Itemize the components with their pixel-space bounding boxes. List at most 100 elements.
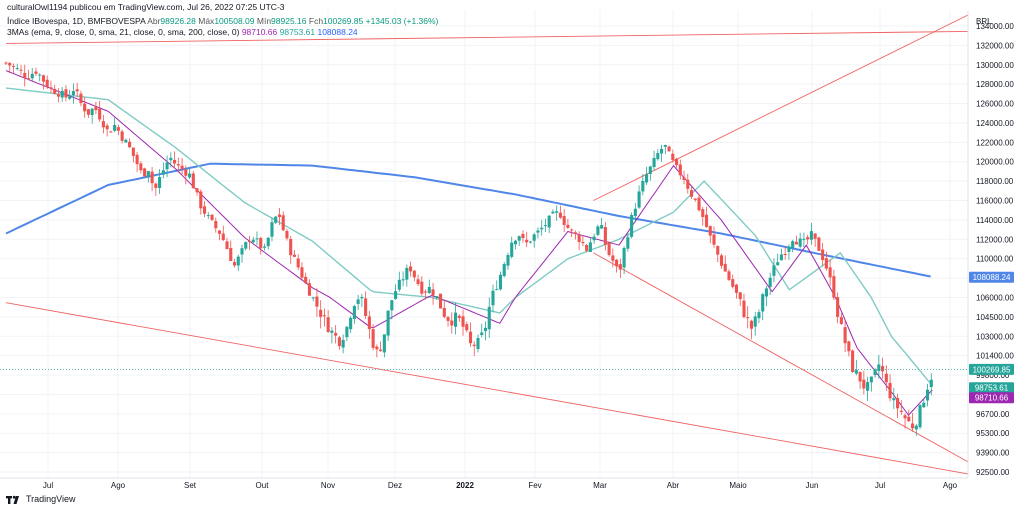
- trendline: [593, 14, 969, 201]
- candle: [98, 100, 102, 122]
- candle: [90, 107, 94, 124]
- candle: [866, 376, 870, 401]
- price-badge: 98753.61: [969, 382, 1014, 394]
- candle: [824, 251, 828, 271]
- symbol-text[interactable]: Índice IBovespa, 1D, BMFBOVESPA: [7, 16, 146, 26]
- candle: [173, 151, 177, 169]
- price-tick-label: 130000.00: [976, 61, 1014, 70]
- trendline: [5, 302, 969, 475]
- indicator-text[interactable]: 3MAs (ema, 9, close, 0, sma, 21, close, …: [7, 27, 240, 37]
- sma200-line: [5, 162, 931, 278]
- candle: [738, 292, 742, 307]
- price-tick-label: 124000.00: [976, 119, 1014, 128]
- candle: [367, 311, 371, 339]
- price-tick-label: 112000.00: [976, 235, 1014, 244]
- candle: [869, 376, 873, 392]
- candle: [322, 308, 326, 327]
- candle: [528, 240, 532, 244]
- candle: [498, 271, 503, 291]
- candle: [708, 225, 712, 244]
- candle: [603, 221, 607, 251]
- price-tick-label: 128000.00: [976, 80, 1014, 89]
- candle: [116, 124, 120, 136]
- candle: [326, 310, 330, 333]
- candle: [663, 144, 667, 155]
- svg-text:98710.66: 98710.66: [975, 394, 1009, 403]
- candle: [56, 88, 60, 103]
- candle: [776, 253, 780, 266]
- candle: [472, 341, 476, 357]
- candle: [38, 73, 42, 82]
- price-tick-label: 93900.00: [976, 449, 1010, 458]
- time-tick-label: Dez: [388, 481, 402, 490]
- currency-label: BRL: [976, 17, 992, 26]
- candle: [622, 246, 626, 275]
- candle: [648, 165, 652, 181]
- candle: [394, 284, 398, 300]
- candle: [633, 203, 637, 223]
- candle: [888, 374, 892, 402]
- candle: [881, 357, 885, 379]
- candle: [480, 323, 484, 338]
- candle: [577, 231, 581, 250]
- candle: [292, 249, 296, 258]
- candle: [506, 252, 510, 270]
- candle: [645, 166, 649, 186]
- candle: [697, 193, 701, 212]
- sma21-value: 98753.61: [279, 27, 316, 37]
- candle: [11, 63, 16, 74]
- candle: [757, 309, 761, 324]
- candle: [682, 170, 686, 185]
- candle: [607, 241, 611, 257]
- low-key: Mín: [256, 16, 272, 26]
- candle: [540, 219, 544, 236]
- candle: [386, 310, 390, 341]
- candle: [689, 186, 694, 200]
- candle: [150, 166, 154, 192]
- ema9-value: 98710.66: [241, 27, 278, 37]
- candle: [854, 359, 858, 376]
- candle: [532, 232, 536, 248]
- price-tick-label: 134000.00: [976, 22, 1014, 31]
- price-tick-label: 122000.00: [976, 138, 1014, 147]
- candle: [68, 89, 72, 100]
- time-axis[interactable]: Jul Ago Set Out Nov Dez 2022 Fev Mar Abr Maio Jun Ju…: [43, 481, 958, 490]
- candle: [851, 349, 855, 373]
- high-key: Máx: [198, 16, 215, 26]
- candle: [731, 274, 735, 289]
- price-tick-label: 126000.00: [976, 100, 1014, 109]
- candle: [289, 236, 293, 264]
- tradingview-logo[interactable]: TradingView: [6, 494, 76, 504]
- candle: [45, 75, 49, 89]
- candle: [899, 400, 903, 415]
- candle: [843, 320, 847, 353]
- price-axis[interactable]: 134000.00 132000.00 130000.00 128000.00 1260…: [976, 22, 1014, 477]
- tradingview-logo-text: TradingView: [26, 494, 76, 504]
- candle: [742, 293, 746, 319]
- candle: [154, 182, 158, 196]
- ohlc-line: Índice IBovespa, 1D, BMFBOVESPA Abr98926…: [7, 16, 438, 27]
- candle: [120, 129, 124, 144]
- candle: [817, 236, 821, 251]
- candle: [746, 306, 750, 329]
- candle: [270, 217, 274, 242]
- time-tick-label: Jun: [806, 481, 819, 490]
- candle: [244, 241, 248, 251]
- candle: [379, 341, 383, 352]
- time-tick-label: Maio: [729, 481, 747, 490]
- price-tick-label: 116000.00: [976, 197, 1014, 206]
- sma21-path: [5, 87, 933, 387]
- candle: [139, 161, 143, 174]
- candle: [337, 335, 341, 350]
- candle: [873, 367, 877, 378]
- candle: [135, 151, 139, 173]
- candle: [588, 237, 592, 252]
- candle: [71, 83, 75, 104]
- candle: [671, 149, 675, 163]
- high-value: 100508.09: [214, 16, 255, 26]
- candle: [727, 269, 731, 282]
- candle: [686, 173, 690, 194]
- candle: [307, 279, 311, 296]
- candle: [704, 206, 709, 228]
